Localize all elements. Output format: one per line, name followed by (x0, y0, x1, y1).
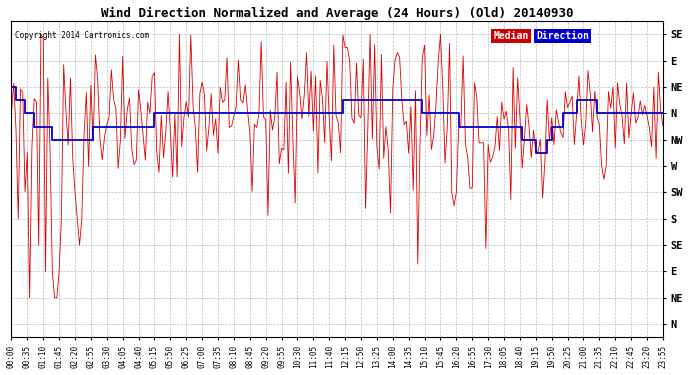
Text: Copyright 2014 Cartronics.com: Copyright 2014 Cartronics.com (14, 31, 149, 40)
Text: Direction: Direction (536, 31, 589, 40)
Title: Wind Direction Normalized and Average (24 Hours) (Old) 20140930: Wind Direction Normalized and Average (2… (101, 7, 573, 20)
Text: Median: Median (493, 31, 529, 40)
